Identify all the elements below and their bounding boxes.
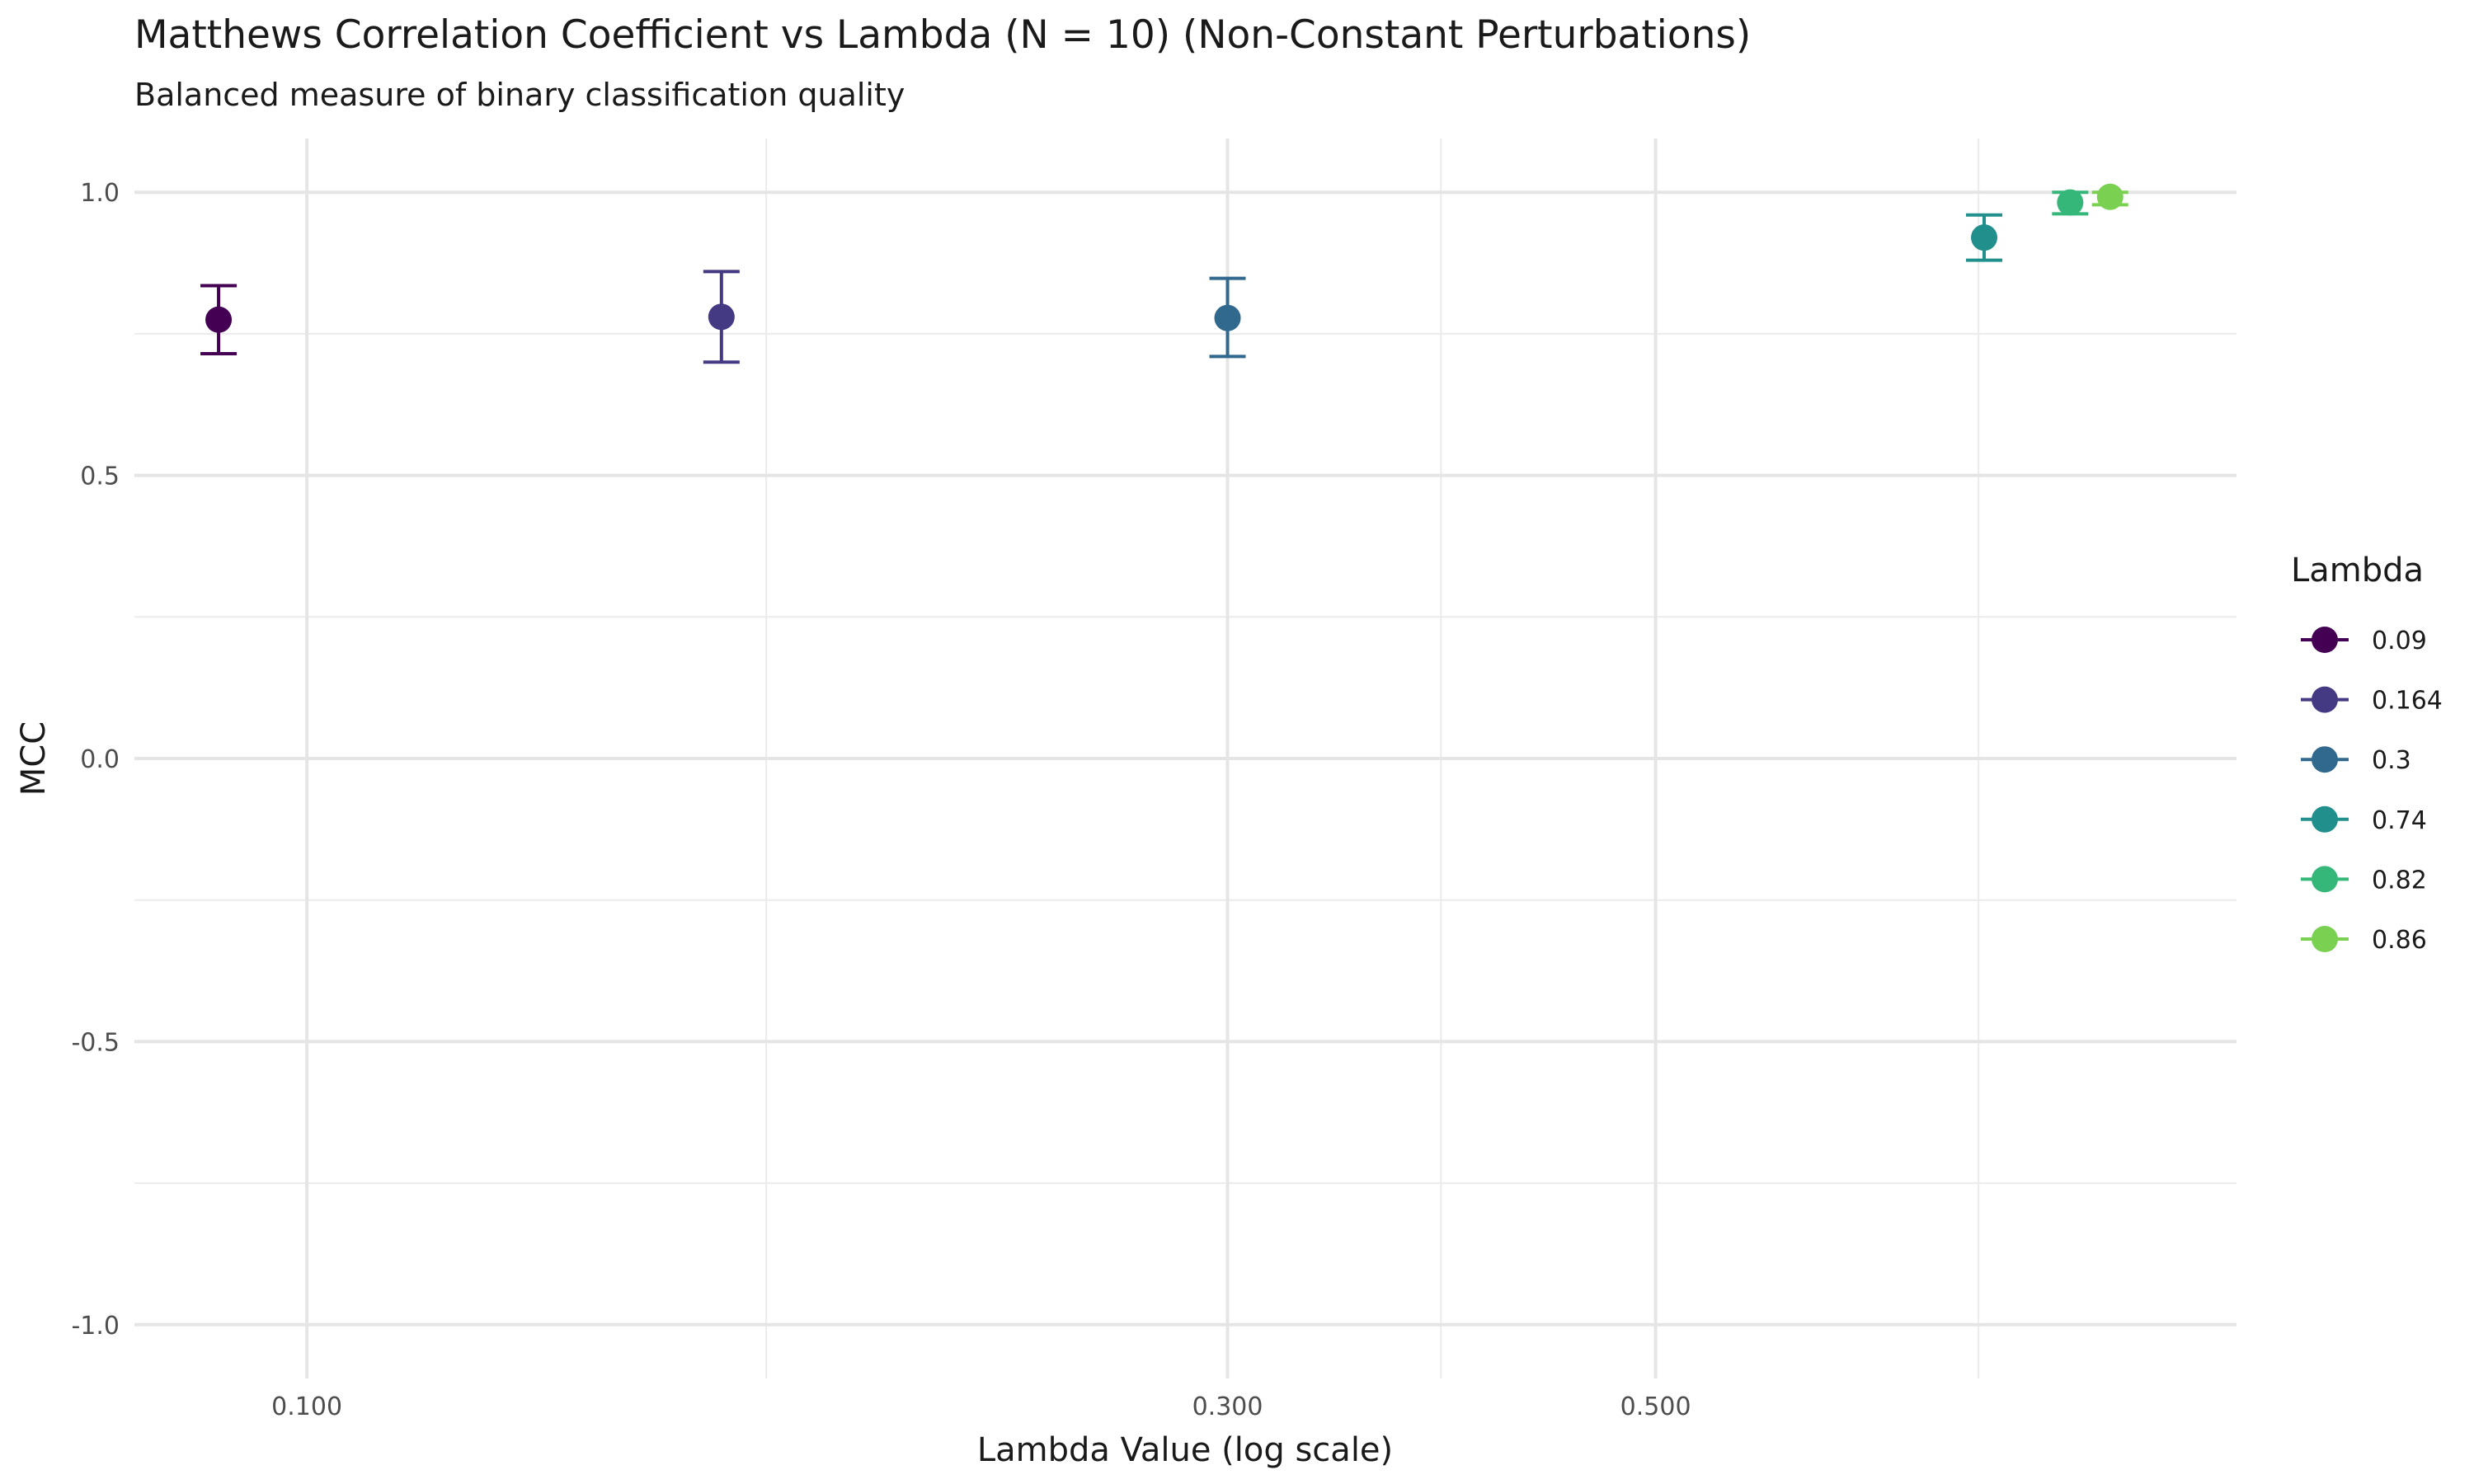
y-tick-label: -0.5 xyxy=(71,1028,120,1057)
point-0.74 xyxy=(1971,224,1998,251)
legend-item-0.164: 0.164 xyxy=(2301,686,2443,716)
legend-item-0.74: 0.74 xyxy=(2301,805,2427,835)
y-axis-title: MCC xyxy=(15,721,53,796)
legend-key-point xyxy=(2312,746,2338,773)
point-0.86 xyxy=(2096,183,2124,210)
point-0.164 xyxy=(708,303,735,331)
legend-title: Lambda xyxy=(2291,552,2424,589)
legend-item-0.09: 0.09 xyxy=(2301,627,2427,655)
point-0.09 xyxy=(205,306,233,333)
legend-label: 0.86 xyxy=(2372,926,2427,955)
y-tick-label: 1.0 xyxy=(80,179,120,208)
legend-label: 0.164 xyxy=(2372,687,2443,716)
gridlines xyxy=(134,139,2236,1378)
legend-key-point xyxy=(2312,805,2338,833)
legend-item-0.3: 0.3 xyxy=(2301,746,2411,775)
y-tick-label: 0.0 xyxy=(80,745,120,774)
legend: Lambda 0.09 0.164 0.3 0.74 0.82 0.86 xyxy=(2291,552,2443,955)
x-tick-label: 0.100 xyxy=(271,1392,342,1421)
y-tick-label: -1.0 xyxy=(71,1312,120,1341)
chart-subtitle: Balanced measure of binary classificatio… xyxy=(134,77,905,113)
x-tick-label: 0.500 xyxy=(1620,1392,1691,1421)
data-points xyxy=(205,183,2124,333)
y-tick-label: 0.5 xyxy=(80,463,120,491)
legend-key-point xyxy=(2312,926,2338,952)
legend-label: 0.3 xyxy=(2372,746,2411,775)
tick-labels: -1.0 -0.5 0.0 0.5 1.0 0.100 0.300 0.500 xyxy=(71,179,1691,1421)
legend-label: 0.82 xyxy=(2372,866,2427,895)
legend-item-0.82: 0.82 xyxy=(2301,866,2427,895)
legend-label: 0.74 xyxy=(2372,806,2427,835)
legend-label: 0.09 xyxy=(2372,627,2427,655)
chart-title: Matthews Correlation Coefficient vs Lamb… xyxy=(134,12,1751,58)
legend-item-0.86: 0.86 xyxy=(2301,926,2427,955)
point-0.82 xyxy=(2057,189,2084,216)
point-0.3 xyxy=(1214,304,1241,331)
error-bars xyxy=(200,190,2128,364)
x-tick-label: 0.300 xyxy=(1192,1392,1263,1421)
legend-key-point xyxy=(2312,627,2338,653)
x-axis-title: Lambda Value (log scale) xyxy=(977,1431,1393,1469)
legend-key-point xyxy=(2312,866,2338,893)
legend-key-point xyxy=(2312,686,2338,713)
